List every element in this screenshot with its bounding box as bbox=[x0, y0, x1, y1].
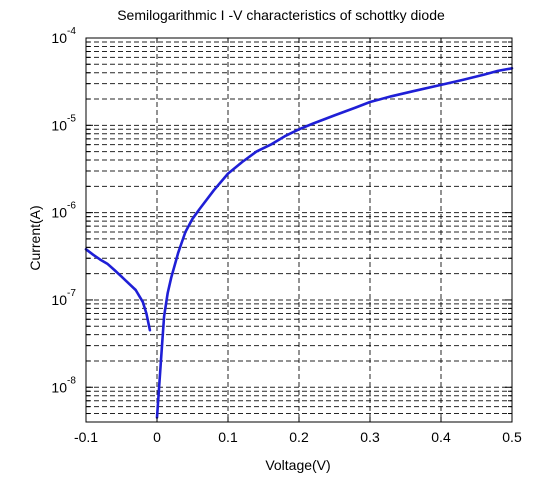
series-line-2 bbox=[155, 67, 514, 419]
x-tick-label: -0.1 bbox=[74, 429, 98, 445]
y-tick-exponent: -6 bbox=[67, 201, 76, 212]
x-tick-label: 0.4 bbox=[431, 429, 451, 445]
x-tick-label: 0 bbox=[153, 429, 161, 445]
y-tick-label: 10 bbox=[51, 205, 67, 221]
chart-title: Semilogarithmic I -V characteristics of … bbox=[117, 7, 445, 23]
y-tick-label: 10 bbox=[51, 30, 67, 46]
y-tick-exponent: -8 bbox=[67, 375, 76, 386]
axis-ticks: -0.1 0 0.1 0.2 0.3 0.4 0.510-810-710-610-510-4 bbox=[51, 26, 522, 445]
x-axis-label: Voltage(V) bbox=[265, 457, 330, 473]
y-tick-exponent: -4 bbox=[67, 26, 76, 37]
series-line-1 bbox=[84, 248, 152, 332]
x-tick-label: 0.1 bbox=[218, 429, 238, 445]
y-tick-exponent: -5 bbox=[67, 113, 76, 124]
data-series bbox=[84, 67, 514, 419]
y-tick-label: 10 bbox=[51, 117, 67, 133]
x-tick-label: 0.5 bbox=[502, 429, 522, 445]
y-tick-label: 10 bbox=[51, 379, 67, 395]
grid-lines bbox=[86, 38, 512, 422]
y-axis-label: Current(A) bbox=[27, 205, 43, 270]
y-tick-exponent: -7 bbox=[67, 288, 76, 299]
x-tick-label: 0.3 bbox=[360, 429, 380, 445]
x-tick-label: 0.2 bbox=[289, 429, 309, 445]
y-tick-label: 10 bbox=[51, 292, 67, 308]
